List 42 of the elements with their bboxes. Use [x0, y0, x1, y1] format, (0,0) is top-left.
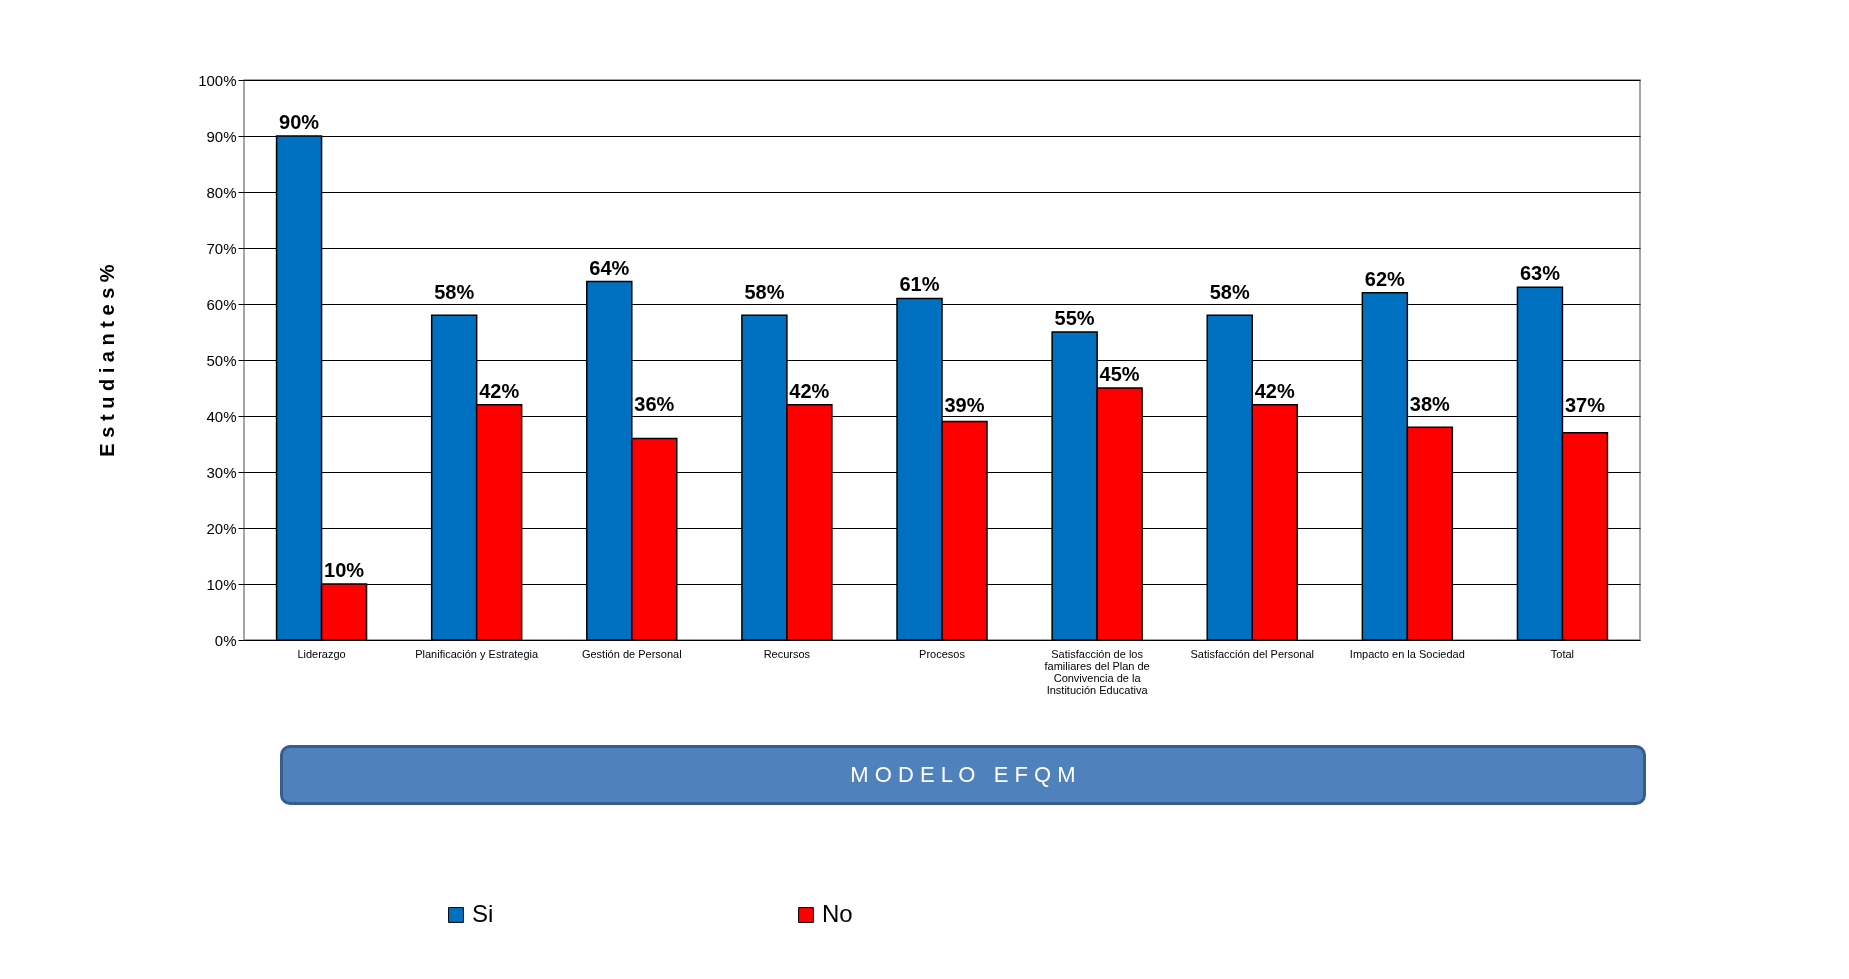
y-tick-label: 50% — [206, 351, 237, 369]
data-label: 42% — [789, 379, 830, 402]
data-label: 39% — [944, 393, 985, 416]
y-tick-label: 60% — [206, 295, 237, 313]
data-label: 37% — [1564, 393, 1606, 416]
data-label: 36% — [634, 393, 675, 416]
data-label: 38% — [1409, 393, 1451, 416]
x-tick-label: Impacto en la Sociedad — [1349, 647, 1465, 660]
y-axis-title: E s t u d i a n t e s % — [96, 264, 119, 457]
x-tick-label: Recursos — [763, 647, 811, 660]
x-axis-title: M O D E L O E F Q M — [280, 745, 1646, 805]
y-tick-label: 10% — [206, 575, 237, 593]
x-tick-label: Satisfacción del Personal — [1190, 647, 1314, 660]
y-tick-label: 90% — [206, 127, 237, 145]
y-tick-label: 20% — [206, 519, 237, 537]
data-label: 64% — [589, 256, 630, 279]
y-tick-label: 80% — [206, 183, 237, 201]
x-tick-label: Procesos — [919, 647, 966, 660]
x-tick-label: Total — [1550, 647, 1575, 660]
x-tick-label: Satisfacción de los familiares del Plan de Convivencia de la Institución Educativa — [1044, 647, 1150, 696]
data-label: 58% — [1209, 281, 1250, 304]
y-tick-label: 0% — [214, 631, 237, 649]
data-label: 58% — [434, 281, 475, 304]
data-label: 58% — [744, 281, 785, 304]
data-label: 61% — [899, 273, 940, 296]
data-label: 62% — [1364, 267, 1406, 290]
data-label: 45% — [1099, 363, 1140, 385]
data-label: 42% — [1254, 379, 1295, 402]
data-label: 42% — [479, 379, 520, 402]
legend-label: Si — [472, 900, 494, 927]
y-tick-label: 40% — [206, 407, 237, 425]
data-label: 90% — [279, 111, 320, 133]
data-label: 10% — [324, 559, 365, 581]
legend-label: No — [822, 900, 853, 927]
data-label: 63% — [1519, 262, 1561, 285]
y-tick-label: 100% — [198, 71, 237, 89]
x-tick-label: Gestión de Personal — [581, 647, 682, 660]
data-label: 55% — [1054, 307, 1095, 329]
y-tick-label: 30% — [206, 463, 237, 481]
y-tick-label: 70% — [206, 239, 237, 257]
x-tick-label: Liderazgo — [297, 647, 346, 660]
x-tick-label: Planificación y Estrategia — [415, 647, 539, 660]
